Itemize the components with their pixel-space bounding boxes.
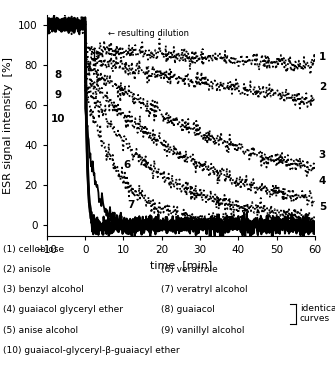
Text: 2: 2 <box>319 82 326 92</box>
Text: (6) veratrole: (6) veratrole <box>161 265 217 274</box>
Text: 1: 1 <box>319 52 326 62</box>
Text: 5: 5 <box>319 202 326 212</box>
Text: (7) veratryl alcohol: (7) veratryl alcohol <box>161 285 248 294</box>
Text: (1) cellobiose: (1) cellobiose <box>3 245 64 254</box>
Text: (4) guaiacol glyceryl ether: (4) guaiacol glyceryl ether <box>3 305 123 314</box>
Text: identical
curves: identical curves <box>300 304 335 323</box>
Text: 7: 7 <box>127 201 135 210</box>
Text: (3) benzyl alcohol: (3) benzyl alcohol <box>3 285 84 294</box>
Text: 3: 3 <box>319 150 326 160</box>
Text: (10) guaiacol-glyceryl-β-guaiacyl ether: (10) guaiacol-glyceryl-β-guaiacyl ether <box>3 346 180 355</box>
Text: 6: 6 <box>124 160 131 170</box>
Text: (2) anisole: (2) anisole <box>3 265 51 274</box>
Text: (8) guaiacol: (8) guaiacol <box>161 305 215 314</box>
Text: 8: 8 <box>55 70 62 80</box>
Text: ← resulting dilution: ← resulting dilution <box>108 29 189 38</box>
X-axis label: time  [min]: time [min] <box>150 260 212 270</box>
Text: 9: 9 <box>55 90 62 100</box>
Text: (9) vanillyl alcohol: (9) vanillyl alcohol <box>161 326 244 335</box>
Y-axis label: ESR signal intensity  [%]: ESR signal intensity [%] <box>3 57 13 194</box>
Text: (5) anise alcohol: (5) anise alcohol <box>3 326 78 335</box>
Text: 10: 10 <box>51 114 65 124</box>
Text: 4: 4 <box>319 176 326 186</box>
